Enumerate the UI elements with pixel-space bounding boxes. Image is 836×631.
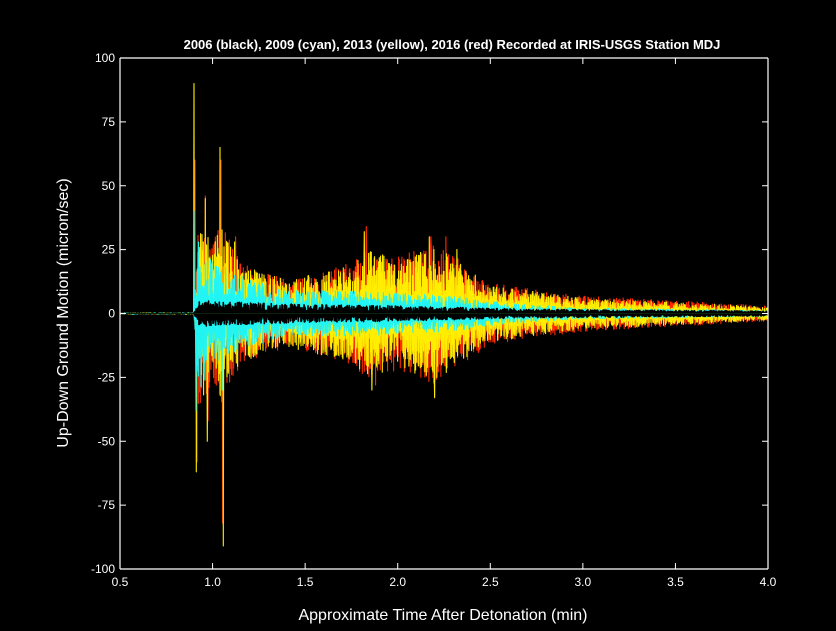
y-axis-title: Up-Down Ground Motion (micron/sec) [55,178,72,447]
y-tick-label: -25 [98,370,116,384]
series-line-1 [119,83,769,547]
x-tick-label: 4.0 [760,575,777,589]
x-tick-label: 1.0 [204,575,221,589]
x-tick-label: 2.5 [482,575,499,589]
y-tick-label: 75 [102,115,116,129]
y-tick-label: 50 [102,179,116,193]
chart-title: 2006 (black), 2009 (cyan), 2013 (yellow)… [184,37,721,52]
x-axis-title: Approximate Time After Detonation (min) [298,607,587,624]
x-tick-label: 3.0 [575,575,592,589]
y-tick-label: -75 [98,498,116,512]
x-tick-label: 1.5 [297,575,314,589]
x-tick-label: 2.0 [389,575,406,589]
axes-layer: 0.5 1.0 1.5 2.0 2.5 3.0 3.5 4.0 100 75 50 25 0 -25 -50… [91,51,777,589]
series-line-3 [119,300,769,327]
y-tick-label: 25 [102,243,116,257]
series-layer [119,83,769,547]
y-tick-label: -50 [98,434,116,448]
x-tick-label: 0.5 [112,575,129,589]
x-tick-label: 3.5 [667,575,684,589]
y-tick-label: -100 [91,562,115,576]
y-tick-label: 0 [108,307,115,321]
y-tick-label: 100 [95,51,115,65]
